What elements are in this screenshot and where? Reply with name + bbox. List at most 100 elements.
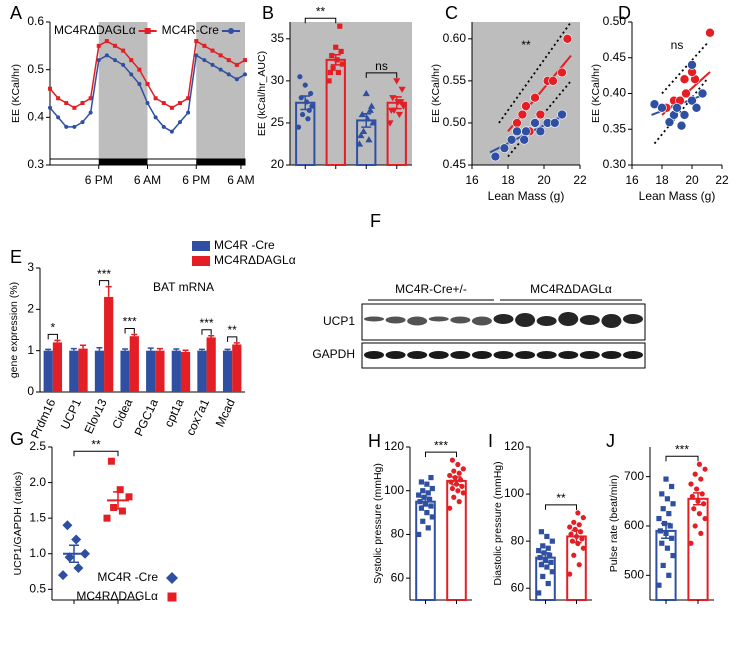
data-point <box>137 67 142 72</box>
y-tick-label: 35 <box>271 31 285 45</box>
data-point <box>334 57 340 63</box>
data-point <box>549 538 555 544</box>
data-point <box>656 582 662 588</box>
confidence-line <box>653 78 708 145</box>
data-point <box>663 476 669 482</box>
data-point <box>103 514 111 522</box>
data-point <box>447 472 453 479</box>
x-tick-label: cox7a1 <box>183 396 212 437</box>
x-tick-label: cpt1a <box>161 396 186 429</box>
data-point <box>121 62 126 67</box>
data-point <box>428 503 434 509</box>
legend-marker <box>227 28 234 34</box>
data-point <box>691 103 702 113</box>
blot-row-label: UCP1 <box>323 314 355 328</box>
blot-band <box>407 351 428 359</box>
blot-band <box>450 316 471 324</box>
data-point <box>169 105 174 110</box>
data-point <box>88 110 93 115</box>
data-point <box>537 555 543 561</box>
bar <box>232 344 242 392</box>
legend-marker <box>166 572 178 584</box>
data-point <box>420 488 426 494</box>
data-point <box>416 531 422 538</box>
significance-label: *** <box>97 267 111 281</box>
data-point <box>337 23 343 29</box>
data-point <box>73 562 84 573</box>
data-point <box>72 124 77 129</box>
data-point <box>178 101 182 106</box>
y-tick-label: 80 <box>511 533 525 547</box>
data-point <box>697 88 708 99</box>
data-point <box>666 511 672 517</box>
data-point <box>202 43 207 48</box>
data-point <box>448 479 454 485</box>
panel-letter: I <box>488 431 493 451</box>
blot-band <box>364 316 384 322</box>
panel-letter: E <box>10 247 22 267</box>
error-bar <box>361 112 372 128</box>
data-point <box>186 96 191 101</box>
y-tick-label: 0.5 <box>27 62 44 76</box>
confidence-line <box>498 21 572 124</box>
y-tick-label: 600 <box>624 518 644 532</box>
y-tick-label: 0.55 <box>443 73 467 87</box>
data-point <box>535 109 546 120</box>
error-bar <box>693 492 703 506</box>
y-tick-label: 0 <box>27 384 34 398</box>
significance-bracket <box>365 72 398 78</box>
data-point <box>202 58 207 63</box>
data-point <box>64 552 75 563</box>
data-point <box>657 103 667 113</box>
y-axis-label: UCP1/GAPDH (ratios) <box>12 472 24 576</box>
data-point <box>701 501 707 507</box>
data-point <box>72 105 77 110</box>
bar <box>197 350 207 392</box>
data-point <box>499 143 510 153</box>
y-tick-label: 120 <box>504 439 524 453</box>
error-bar <box>661 522 671 540</box>
blot-band <box>536 351 557 359</box>
blot-band <box>385 316 406 324</box>
data-point <box>548 559 554 565</box>
data-point <box>329 53 335 59</box>
data-point <box>689 493 695 499</box>
data-point <box>519 134 530 145</box>
y-axis-label: Diastolic pressure (mmHg) <box>492 461 504 585</box>
error-bar <box>391 96 402 110</box>
data-point <box>397 99 405 106</box>
y-tick-label: 3 <box>27 260 34 274</box>
y-tick-label: 2.0 <box>29 475 46 489</box>
blot-band <box>385 351 406 359</box>
data-point <box>576 562 582 568</box>
data-point <box>339 61 346 67</box>
data-point <box>568 531 574 537</box>
blot-band <box>407 316 428 326</box>
data-point <box>447 505 453 511</box>
error-bar <box>571 529 582 544</box>
data-point <box>538 529 545 535</box>
significance-bracket <box>47 333 58 340</box>
dark-bar <box>98 159 148 165</box>
data-point <box>368 102 376 109</box>
significance-label: *** <box>675 442 689 456</box>
data-point <box>679 110 690 120</box>
blot-band <box>450 351 471 359</box>
data-point <box>455 461 461 468</box>
y-tick-label: 120 <box>384 439 404 453</box>
data-point <box>517 109 528 120</box>
data-point <box>299 111 306 118</box>
data-point <box>698 476 704 482</box>
data-point <box>557 67 567 78</box>
data-point <box>424 481 430 487</box>
bar <box>94 350 105 392</box>
significance-bracket <box>201 329 212 335</box>
significance-label: * <box>50 321 55 335</box>
error-bar <box>224 348 231 351</box>
error-bar <box>69 544 79 564</box>
data-point <box>153 115 158 120</box>
data-point <box>48 86 52 91</box>
y-tick-label: 0.30 <box>603 157 627 171</box>
significance-bracket <box>545 504 577 510</box>
blot-row-label: GAPDH <box>312 347 355 361</box>
